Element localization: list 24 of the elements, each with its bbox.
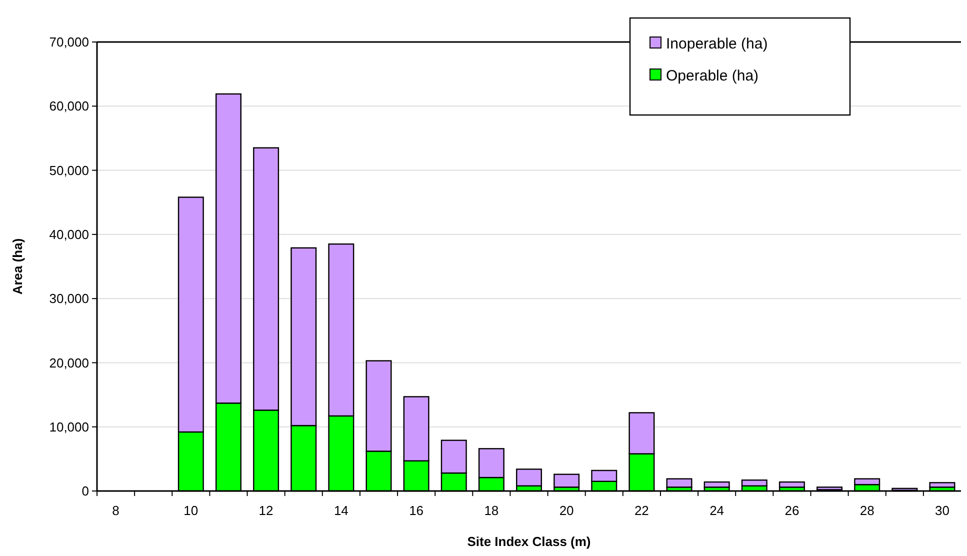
legend-label: Operable (ha) <box>666 67 759 84</box>
x-tick-label: 24 <box>710 503 724 518</box>
x-tick-label: 22 <box>634 503 649 518</box>
y-tick-label: 60,000 <box>49 98 89 114</box>
y-tick-label: 50,000 <box>49 162 89 178</box>
y-tick-label: 20,000 <box>49 355 89 370</box>
x-tick-label: 18 <box>484 503 499 518</box>
x-tick-label: 28 <box>860 503 874 518</box>
x-tick-label: 10 <box>184 503 198 518</box>
x-axis-title: Site Index Class (m) <box>467 534 591 549</box>
x-tick-label: 30 <box>934 503 950 518</box>
y-tick-label: 40,000 <box>49 226 89 242</box>
y-tick-label: 30,000 <box>49 291 89 306</box>
legend-label: Inoperable (ha) <box>666 35 768 52</box>
x-tick-label: 12 <box>258 503 274 518</box>
x-tick-label: 8 <box>112 503 120 518</box>
y-tick-label: 10,000 <box>49 419 89 434</box>
y-axis-title: Area (ha) <box>10 238 25 295</box>
x-tick-label: 20 <box>559 503 574 518</box>
x-tick-label: 26 <box>784 503 800 518</box>
y-tick-label: 0 <box>82 484 89 499</box>
x-tick-label: 16 <box>409 503 424 518</box>
y-tick-label: 70,000 <box>49 34 89 50</box>
x-tick-label: 14 <box>334 503 348 518</box>
